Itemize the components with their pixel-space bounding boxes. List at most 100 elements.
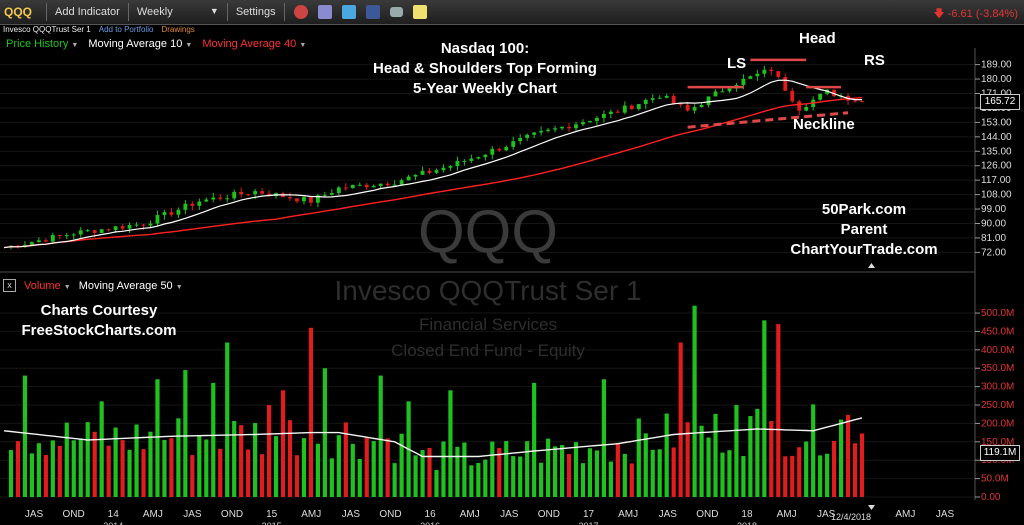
legend-price-history[interactable]: Price History ▼ — [6, 38, 79, 50]
volume-bar — [845, 414, 851, 497]
candle-body — [225, 198, 230, 200]
volume-bar — [273, 436, 279, 497]
volume-bar — [371, 441, 376, 497]
candle-body — [127, 225, 132, 229]
candle-body — [169, 212, 174, 215]
volume-bar — [532, 382, 537, 497]
marker-triangle-down — [868, 505, 875, 510]
volume-bar — [734, 405, 739, 497]
add-to-portfolio-link[interactable]: Add to Portfolio — [98, 25, 154, 34]
candle-body — [448, 166, 453, 168]
interval-dropdown[interactable]: Weekly ▼ — [133, 6, 223, 18]
layers-icon[interactable] — [317, 5, 332, 19]
candle-body — [350, 184, 355, 189]
volume-tick-label: 0.00 — [981, 492, 1001, 503]
twitter-icon[interactable] — [341, 5, 356, 19]
time-tick-label: JAS — [936, 509, 955, 520]
legend-volume-ma-50[interactable]: Moving Average 50 ▼ — [78, 279, 183, 292]
volume-bar — [385, 438, 390, 497]
volume-bar — [218, 448, 223, 497]
volume-bar — [594, 450, 600, 497]
sticky-note-icon[interactable] — [412, 5, 427, 19]
candle-body — [343, 187, 348, 189]
volume-tick-label: 250.0M — [981, 400, 1014, 411]
volume-bar — [811, 404, 816, 497]
time-tick-label: AMJ — [777, 509, 797, 520]
legend-volume[interactable]: Volume ▼ — [24, 279, 71, 292]
volume-bar — [706, 437, 711, 497]
candle-body — [148, 223, 153, 226]
close-icon[interactable]: x — [3, 279, 16, 292]
toolbar-divider — [127, 3, 129, 21]
time-tick-label: OND — [379, 509, 401, 520]
candle-body — [302, 197, 306, 202]
time-year-label: 2015 — [262, 521, 282, 525]
time-year-label: 2016 — [420, 521, 440, 525]
candle-body — [755, 73, 760, 77]
candle-body — [518, 138, 523, 142]
volume-bar — [169, 438, 174, 497]
candle-body — [364, 184, 369, 188]
volume-bar — [148, 431, 153, 497]
volume-bar — [755, 408, 760, 497]
drawings-link[interactable]: Drawings — [161, 25, 195, 34]
facebook-icon[interactable] — [365, 5, 380, 19]
volume-bar — [36, 443, 41, 497]
candle-body — [239, 191, 244, 195]
volume-bar — [85, 422, 90, 497]
volume-bar — [741, 456, 746, 497]
price-change: 🡇 -6.61 (-3.84%) — [933, 5, 1018, 24]
candle-body — [106, 229, 111, 231]
add-indicator-button[interactable]: Add Indicator — [55, 6, 120, 18]
legend-ma-10[interactable]: Moving Average 10 ▼ — [88, 38, 193, 50]
price-tick-label: 144.00 — [981, 132, 1012, 143]
volume-bar — [748, 416, 753, 497]
volume-bar — [225, 342, 230, 497]
time-tick-label: JAS — [500, 509, 519, 520]
candle-body — [657, 97, 662, 99]
candle-body — [769, 69, 774, 72]
volume-bar — [211, 382, 216, 497]
volume-bar — [434, 470, 439, 497]
candle-body — [392, 184, 397, 186]
candle-body — [134, 224, 139, 226]
volume-bar — [204, 439, 209, 497]
camera-icon[interactable] — [389, 7, 403, 17]
volume-bar — [441, 441, 446, 497]
volume-bar — [685, 422, 690, 497]
volume-bar — [692, 305, 697, 497]
symbol-field[interactable]: QQQ — [4, 5, 33, 19]
candle-body — [476, 157, 481, 159]
alarm-clock-icon[interactable] — [293, 5, 308, 19]
volume-bar — [176, 418, 181, 497]
annotation-title-line-1: Nasdaq 100: — [440, 40, 530, 57]
volume-bar — [476, 462, 481, 497]
candle-body — [190, 203, 195, 206]
legend-ma-40[interactable]: Moving Average 40 ▼ — [202, 38, 307, 50]
candle-body — [309, 197, 313, 203]
volume-ma-50-line — [3, 417, 863, 458]
volume-bar — [378, 375, 383, 497]
price-tick-label: 90.00 — [981, 218, 1006, 229]
ma-10-line — [3, 79, 862, 249]
rs-label: RS — [864, 52, 885, 69]
volume-bar — [469, 465, 474, 497]
volume-bar — [832, 440, 837, 497]
candle-body — [678, 103, 683, 105]
volume-bar — [797, 447, 802, 497]
volume-bar — [99, 401, 104, 497]
candle-body — [434, 170, 439, 173]
candle-body — [288, 197, 292, 199]
volume-bar — [678, 342, 683, 497]
volume-bar — [280, 390, 286, 497]
svg-text:Invesco QQQTrust Ser 1: Invesco QQQTrust Ser 1 — [334, 275, 641, 306]
volume-bar — [232, 421, 237, 497]
chevron-down-icon: ▼ — [71, 42, 79, 49]
ls-label: LS — [727, 55, 747, 72]
time-year-label: 2014 — [103, 521, 123, 525]
time-tick-label: 18 — [741, 509, 753, 520]
candle-body — [246, 194, 251, 196]
settings-button[interactable]: Settings — [235, 6, 276, 18]
price-tick-label: 108.00 — [981, 190, 1012, 201]
